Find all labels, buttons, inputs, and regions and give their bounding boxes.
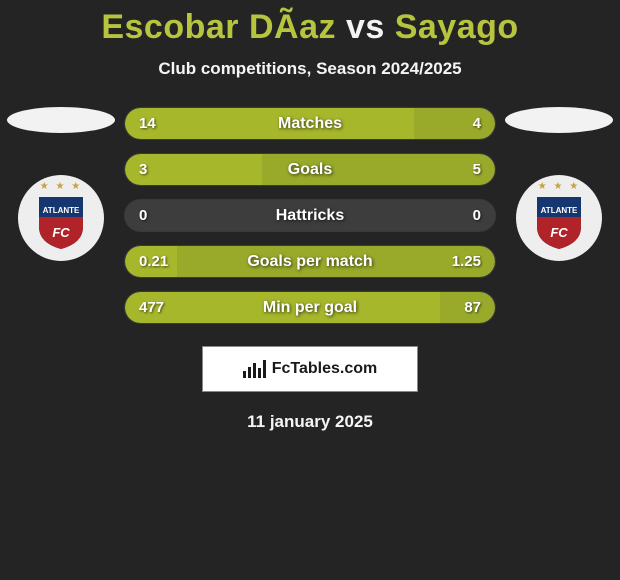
comparison-infographic: Escobar DÃ­az vs Sayago Club competition… [0,0,620,432]
brand-box: FcTables.com [202,346,418,392]
left-side: ★ ★ ★ ATLANTE FC [6,107,116,261]
stat-label: Goals per match [125,253,495,271]
svg-text:FC: FC [52,225,70,240]
right-side: ★ ★ ★ ATLANTE FC [504,107,614,261]
fctables-logo: FcTables.com [243,360,378,378]
stat-row: 144Matches [124,107,496,140]
shield-icon: ATLANTE FC [533,193,585,251]
bar-chart-icon [243,360,266,378]
title-player2: Sayago [395,8,519,46]
title-vs: vs [346,8,395,46]
shield-icon: ATLANTE FC [35,193,87,251]
page-title: Escobar DÃ­az vs Sayago [0,8,620,47]
badge-stars-icon: ★ ★ ★ [538,181,580,192]
badge-stars-icon: ★ ★ ★ [40,181,82,192]
player-photo-placeholder-right [505,107,613,133]
player-photo-placeholder-left [7,107,115,133]
stat-label: Min per goal [125,299,495,317]
stat-row: 0.211.25Goals per match [124,245,496,278]
svg-text:ATLANTE: ATLANTE [541,206,578,215]
brand-text: FcTables.com [272,360,378,378]
title-player1: Escobar DÃ­az [101,8,336,46]
stats-column: 144Matches 35Goals 00Hattricks 0.211.25Goal… [116,107,504,324]
svg-text:ATLANTE: ATLANTE [43,206,80,215]
club-badge-left: ★ ★ ★ ATLANTE FC [18,175,104,261]
stat-label: Matches [125,115,495,133]
subtitle: Club competitions, Season 2024/2025 [0,59,620,79]
stat-label: Hattricks [125,207,495,225]
stat-label: Goals [125,161,495,179]
date-text: 11 january 2025 [0,412,620,432]
svg-text:FC: FC [550,225,568,240]
stat-row: 00Hattricks [124,199,496,232]
stat-row: 35Goals [124,153,496,186]
club-badge-right: ★ ★ ★ ATLANTE FC [516,175,602,261]
main-row: ★ ★ ★ ATLANTE FC 144Matches 35Goals 00Hatt… [0,107,620,324]
stat-row: 47787Min per goal [124,291,496,324]
